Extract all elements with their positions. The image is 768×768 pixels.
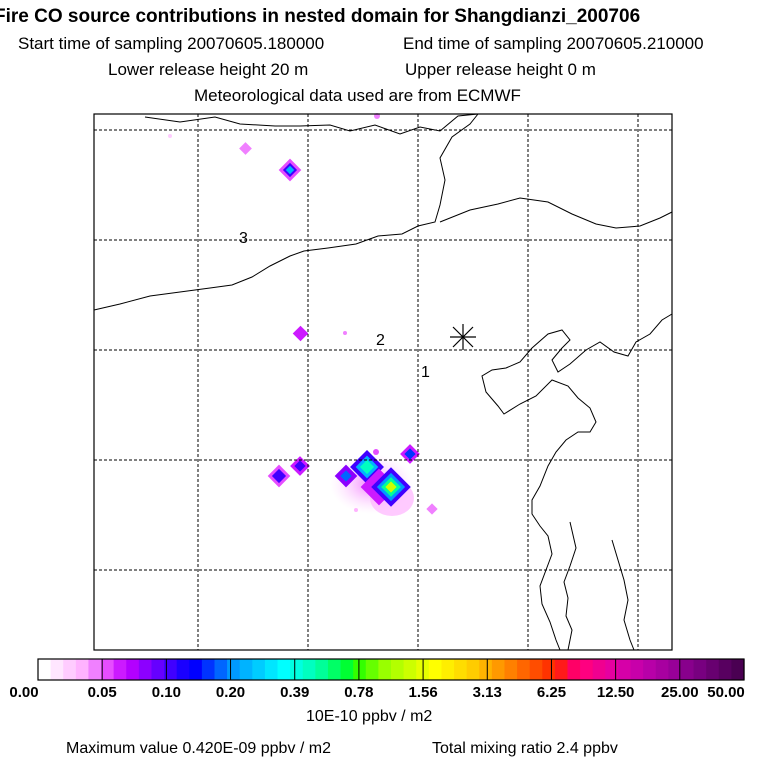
star-icon: [450, 324, 476, 350]
colorbar-swatch: [365, 659, 379, 680]
colorbar-swatch: [454, 659, 468, 680]
colorbar-swatch: [302, 659, 316, 680]
trajectory-label-3: 3: [239, 230, 248, 247]
colorbar-swatch: [38, 659, 52, 680]
colorbar-swatch: [201, 659, 216, 680]
colorbar-swatch: [655, 659, 669, 680]
colorbar-swatch: [164, 659, 178, 680]
colorbar-swatch: [668, 659, 682, 680]
colorbar-tick-label: 1.56: [408, 684, 438, 701]
colorbar-swatch: [113, 659, 127, 680]
colorbar-tick-label: 0.39: [280, 684, 310, 701]
lower-release-height: Lower release height 20 m: [108, 60, 309, 79]
colorbar-unit: 10E-10 ppbv / m2: [306, 708, 433, 725]
colorbar-swatch: [353, 659, 367, 680]
colorbar-swatch: [693, 659, 707, 680]
colorbar-swatch: [403, 659, 417, 680]
colorbar-swatch: [75, 659, 90, 680]
colorbar-tick-label: 50.00: [707, 684, 745, 701]
colorbar-swatch: [151, 659, 165, 680]
colorbar-swatch: [466, 659, 480, 680]
total-mixing-ratio: Total mixing ratio 2.4 ppbv: [432, 740, 618, 757]
colorbar-swatch: [542, 659, 556, 680]
map-frame: [93, 113, 673, 651]
colorbar-tick-label: 0.00: [9, 684, 39, 701]
trajectory-labels: 3 2 1: [239, 230, 430, 381]
colorbar-swatch: [567, 659, 581, 680]
colorbar-tick-label: 0.05: [87, 684, 117, 701]
colorbar: [38, 659, 745, 680]
colorbar-swatch: [214, 659, 228, 680]
colorbar-tick-label: 0.78: [344, 684, 374, 701]
colorbar-swatch: [491, 659, 506, 680]
colorbar-tick-label: 12.50: [596, 684, 635, 701]
colorbar-swatch: [340, 659, 354, 680]
colorbar-tick-label: 0.20: [215, 684, 246, 701]
colorbar-swatch: [391, 659, 405, 680]
colorbar-swatch: [252, 659, 266, 680]
colorbar-swatch: [138, 659, 153, 680]
colorbar-swatch: [290, 659, 304, 680]
colorbar-tick-label: 0.10: [151, 684, 181, 701]
colorbar-frame: [37, 658, 745, 681]
colorbar-swatch: [189, 659, 203, 680]
colorbar-swatch: [227, 659, 241, 680]
colorbar-tick-label: 25.00: [661, 684, 699, 701]
colorbar-swatch: [101, 659, 115, 680]
colorbar-swatch: [580, 659, 594, 680]
colorbar-swatch: [277, 659, 291, 680]
colorbar-swatch: [327, 659, 342, 680]
colorbar-tick-label: 6.25: [536, 684, 567, 701]
colorbar-swatch: [718, 659, 732, 680]
colorbar-swatch: [126, 659, 140, 680]
colorbar-swatch: [428, 659, 443, 680]
colorbar-swatch: [592, 659, 606, 680]
colorbar-swatch: [441, 659, 455, 680]
colorbar-swatch: [529, 659, 543, 680]
colorbar-swatch: [479, 659, 493, 680]
colorbar-swatch: [605, 659, 619, 680]
lat-lon-grid: [94, 114, 672, 650]
trajectory-label-1: 1: [421, 364, 430, 381]
colorbar-swatch: [706, 659, 720, 680]
plot-title: Fire CO source contributions in nested d…: [0, 6, 641, 27]
end-time: End time of sampling 20070605.210000: [403, 34, 704, 53]
colorbar-swatch: [517, 659, 531, 680]
colorbar-swatch: [643, 659, 657, 680]
trajectory-label-2: 2: [376, 332, 385, 349]
start-time: Start time of sampling 20070605.180000: [18, 34, 325, 53]
upper-release-height: Upper release height 0 m: [405, 60, 596, 79]
colorbar-swatch: [554, 659, 569, 680]
colorbar-swatch: [630, 659, 644, 680]
colorbar-swatch: [617, 659, 632, 680]
colorbar-swatch: [504, 659, 518, 680]
colorbar-swatch: [731, 659, 745, 680]
colorbar-tick-label: 3.13: [472, 684, 502, 701]
met-data-source: Meteorological data used are from ECMWF: [194, 86, 521, 105]
colorbar-swatch: [680, 659, 695, 680]
coastlines-borders: [93, 113, 673, 651]
colorbar-swatch: [378, 659, 392, 680]
colorbar-swatch: [315, 659, 329, 680]
colorbar-swatch: [176, 659, 190, 680]
colorbar-swatch: [88, 659, 102, 680]
colorbar-swatch: [239, 659, 253, 680]
colorbar-swatch: [50, 659, 64, 680]
maximum-value: Maximum value 0.420E-09 ppbv / m2: [66, 740, 332, 757]
colorbar-swatch: [264, 659, 279, 680]
colorbar-swatch: [63, 659, 77, 680]
concentration-field: [168, 113, 438, 516]
